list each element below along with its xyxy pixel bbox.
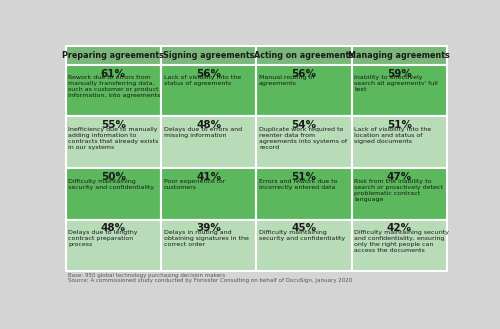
Bar	[66, 220, 161, 271]
Text: Rework due to errors from
manually transferring data,
such as customer or produc: Rework due to errors from manually trans…	[68, 75, 160, 98]
Text: 56%: 56%	[292, 69, 316, 79]
Text: Inefficiency due to manually
adding information to
contracts that already exists: Inefficiency due to manually adding info…	[68, 127, 158, 150]
Text: Delays due to lengthy
contract preparation
process: Delays due to lengthy contract preparati…	[68, 230, 138, 247]
Bar	[256, 65, 352, 116]
Bar	[161, 220, 256, 271]
Bar	[161, 46, 256, 65]
Bar	[256, 168, 352, 220]
Text: Inability to effectively
search all agreements' full
text: Inability to effectively search all agre…	[354, 75, 438, 92]
Text: Difficulty maintaining
security and confidentiality: Difficulty maintaining security and conf…	[68, 179, 154, 190]
Text: 50%: 50%	[101, 172, 126, 182]
Text: 51%: 51%	[292, 172, 316, 182]
Text: Lack of visibility into the
location and status of
signed documents: Lack of visibility into the location and…	[354, 127, 432, 144]
Bar	[256, 116, 352, 168]
Text: 55%: 55%	[101, 120, 126, 130]
Text: Risk from the inability to
search or proactively detect
problematic contract
lan: Risk from the inability to search or pro…	[354, 179, 443, 202]
Text: Delays due to errors and
missing information: Delays due to errors and missing informa…	[164, 127, 242, 138]
Text: 48%: 48%	[100, 223, 126, 234]
Text: 48%: 48%	[196, 120, 221, 130]
Bar	[161, 116, 256, 168]
Text: Preparing agreements: Preparing agreements	[62, 51, 164, 60]
Text: 41%: 41%	[196, 172, 221, 182]
Text: Managing agreements: Managing agreements	[348, 51, 450, 60]
Bar	[256, 46, 352, 65]
Bar	[256, 220, 352, 271]
Bar	[352, 220, 447, 271]
Bar	[66, 65, 161, 116]
Text: 47%: 47%	[386, 172, 412, 182]
Text: 56%: 56%	[196, 69, 221, 79]
Text: 39%: 39%	[196, 223, 221, 234]
Text: 61%: 61%	[101, 69, 126, 79]
Text: Duplicate work required to
reenter data from
agreements into systems of
record: Duplicate work required to reenter data …	[259, 127, 347, 150]
Text: 45%: 45%	[292, 223, 316, 234]
Text: Difficulty maintaining security
and confidentiality, ensuring
only the right peo: Difficulty maintaining security and conf…	[354, 230, 450, 253]
Bar	[66, 46, 161, 65]
Text: 51%: 51%	[386, 120, 411, 130]
Bar	[66, 116, 161, 168]
Text: 59%: 59%	[387, 69, 411, 79]
Text: 42%: 42%	[386, 223, 412, 234]
Bar	[352, 116, 447, 168]
Bar	[161, 168, 256, 220]
Text: 54%: 54%	[292, 120, 316, 130]
Text: Lack of visibility into the
status of agreements: Lack of visibility into the status of ag…	[164, 75, 241, 87]
Bar	[352, 65, 447, 116]
Bar	[352, 168, 447, 220]
Bar	[66, 168, 161, 220]
Text: Acting on agreements: Acting on agreements	[254, 51, 354, 60]
Text: Delays in routing and
obtaining signatures in the
correct order: Delays in routing and obtaining signatur…	[164, 230, 248, 247]
Text: Signing agreements: Signing agreements	[163, 51, 254, 60]
Bar	[352, 46, 447, 65]
Text: Base: 950 global technology purchasing decision makers
Source: A commissioned st: Base: 950 global technology purchasing d…	[68, 272, 352, 283]
Bar	[161, 65, 256, 116]
Text: Errors and rework due to
incorrectly entered data: Errors and rework due to incorrectly ent…	[259, 179, 338, 190]
Text: Manual routing of
agreements: Manual routing of agreements	[259, 75, 314, 87]
Text: Poor experience for
customers: Poor experience for customers	[164, 179, 225, 190]
Text: Difficulty maintaining
security and confidentiality: Difficulty maintaining security and conf…	[259, 230, 345, 241]
